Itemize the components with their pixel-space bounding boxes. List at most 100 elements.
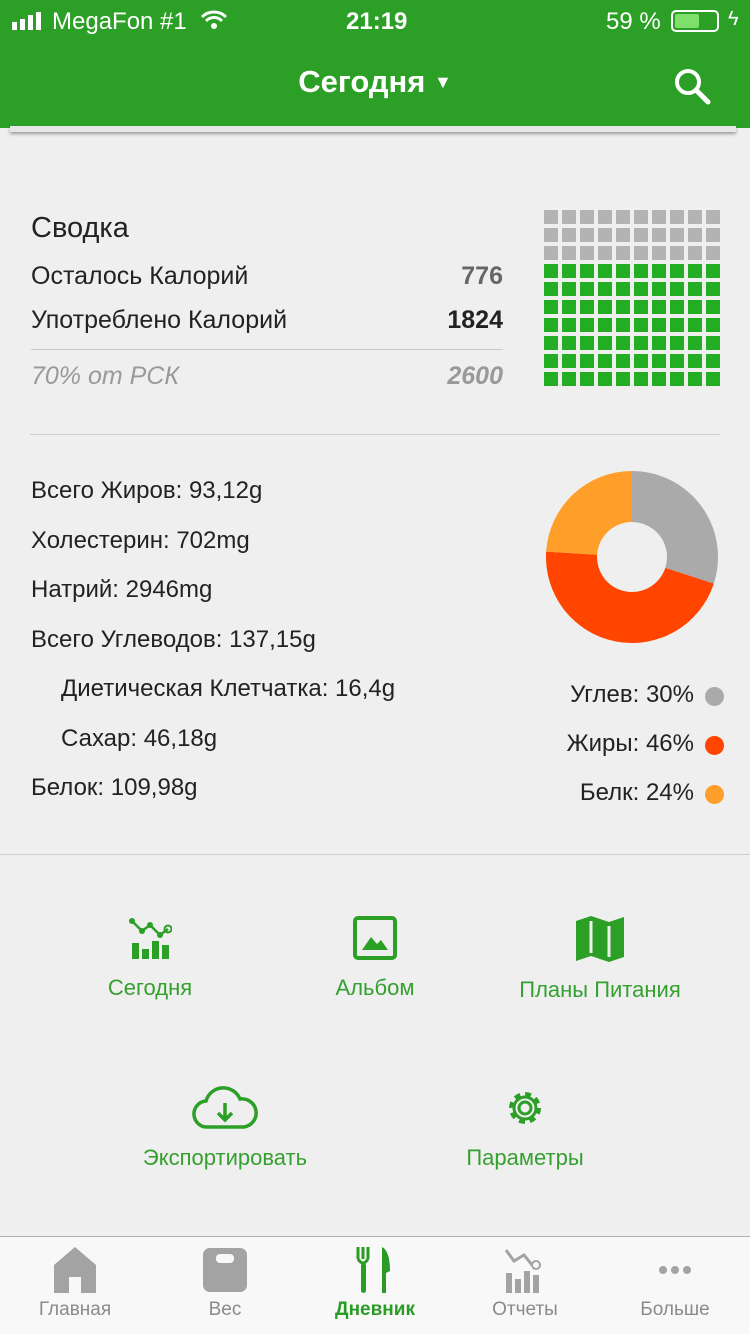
waffle-cell (670, 354, 684, 368)
waffle-cell (652, 282, 666, 296)
waffle-cell (580, 210, 594, 224)
tab-home[interactable]: Главная (0, 1247, 150, 1321)
divider (0, 854, 750, 855)
chart-icon (129, 918, 172, 959)
waffle-cell (670, 336, 684, 350)
waffle-cell (706, 372, 720, 386)
tab-reports[interactable]: Отчеты (450, 1247, 600, 1321)
search-icon[interactable] (672, 66, 712, 106)
legend-dot (705, 736, 724, 755)
waffle-cell (706, 228, 720, 242)
waffle-cell (652, 246, 666, 260)
waffle-cell (580, 228, 594, 242)
waffle-cell (598, 228, 612, 242)
waffle-cell (634, 318, 648, 332)
action-album[interactable]: Альбом (255, 915, 495, 1001)
tab-label: Главная (38, 1299, 112, 1320)
waffle-cell (706, 210, 720, 224)
tab-diary[interactable]: Дневник (300, 1247, 450, 1321)
waffle-cell (598, 282, 612, 296)
chevron-down-icon: ▼ (433, 72, 452, 92)
action-export[interactable]: Экспортировать (105, 1085, 345, 1171)
waffle-cell (544, 210, 558, 224)
header-title: Сегодня (298, 64, 426, 99)
tab-weight[interactable]: Вес (150, 1247, 300, 1321)
waffle-cell (688, 282, 702, 296)
waffle-cell (616, 372, 630, 386)
carrier: MegaFon #1 (52, 8, 187, 35)
remaining-label: Осталось Калорий (31, 262, 249, 290)
donut-slice-1 (546, 551, 714, 643)
percent-label: 70% от РСК (31, 362, 180, 390)
waffle-cell (562, 246, 576, 260)
consumed-value: 1824 (447, 306, 503, 334)
battery-percent: 59 % (606, 8, 661, 35)
nutrient-item: Всего Жиров: 93,12g (31, 477, 263, 504)
waffle-cell (562, 228, 576, 242)
waffle-cell (706, 318, 720, 332)
waffle-cell (652, 300, 666, 314)
tab-more[interactable]: Больше (600, 1247, 750, 1321)
waffle-cell (670, 318, 684, 332)
gear-icon (509, 1092, 541, 1124)
nutrient-item: Диетическая Клетчатка: 16,4g (61, 675, 396, 702)
waffle-cell (544, 264, 558, 278)
divider (31, 349, 503, 350)
waffle-cell (616, 300, 630, 314)
waffle-cell (562, 372, 576, 386)
cloud-download-icon (192, 1086, 258, 1129)
waffle-cell (634, 210, 648, 224)
waffle-cell (616, 354, 630, 368)
card-edge (10, 126, 736, 132)
waffle-cell (688, 372, 702, 386)
waffle-cell (634, 246, 648, 260)
waffle-cell (580, 300, 594, 314)
action-label: Параметры (466, 1145, 584, 1170)
macro-donut-chart (546, 471, 718, 643)
waffle-cell (598, 336, 612, 350)
date-selector[interactable]: Сегодня ▼ (0, 64, 750, 100)
waffle-cell (688, 300, 702, 314)
waffle-cell (544, 372, 558, 386)
action-today[interactable]: Сегодня (30, 915, 270, 1001)
consumed-label: Употреблено Калорий (31, 306, 288, 334)
map-icon (576, 916, 624, 962)
waffle-cell (616, 228, 630, 242)
waffle-cell (688, 354, 702, 368)
signal-icon (12, 12, 41, 30)
waffle-cell (598, 372, 612, 386)
waffle-cell (634, 228, 648, 242)
waffle-cell (688, 210, 702, 224)
waffle-cell (616, 336, 630, 350)
waffle-cell (706, 282, 720, 296)
waffle-cell (652, 354, 666, 368)
waffle-cell (544, 228, 558, 242)
wifi-icon (200, 10, 228, 29)
legend-label: Углев: 30% (570, 681, 694, 708)
waffle-cell (544, 354, 558, 368)
waffle-cell (562, 336, 576, 350)
waffle-cell (652, 318, 666, 332)
waffle-cell (652, 372, 666, 386)
status-bar: MegaFon #1 21:19 59 % ϟ (0, 0, 750, 42)
action-label: Планы Питания (519, 977, 681, 1002)
waffle-cell (598, 264, 612, 278)
action-label: Альбом (335, 975, 415, 1000)
waffle-cell (706, 300, 720, 314)
waffle-cell (598, 318, 612, 332)
waffle-cell (652, 210, 666, 224)
donut-slice-2 (546, 471, 632, 555)
waffle-cell (670, 282, 684, 296)
action-meal-plans[interactable]: Планы Питания (480, 915, 720, 1003)
legend-dot (705, 687, 724, 706)
image-icon (353, 916, 397, 960)
waffle-cell (544, 282, 558, 296)
waffle-cell (544, 336, 558, 350)
waffle-cell (544, 300, 558, 314)
charging-icon: ϟ (728, 8, 739, 30)
waffle-cell (544, 246, 558, 260)
action-settings[interactable]: Параметры (405, 1085, 645, 1171)
more-icon (659, 1266, 691, 1274)
waffle-cell (598, 354, 612, 368)
waffle-cell (562, 282, 576, 296)
